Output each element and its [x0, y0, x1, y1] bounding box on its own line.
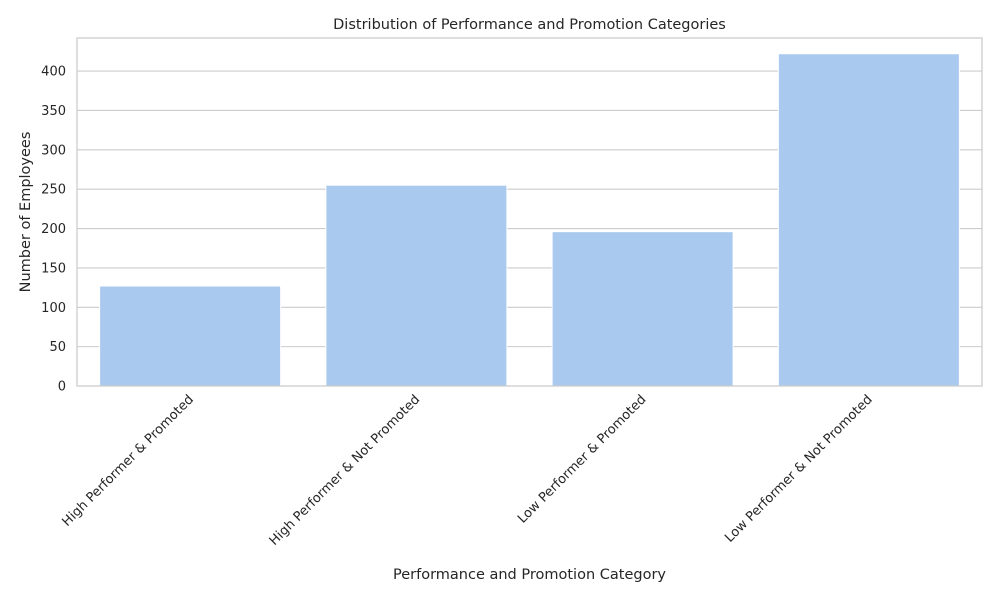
y-tick-label: 150 — [41, 261, 66, 276]
plot-frame — [76, 37, 983, 387]
y-tick-label: 300 — [41, 143, 66, 158]
y-tick-label: 50 — [49, 340, 66, 355]
x-tick-label: High Performer & Not Promoted — [267, 392, 423, 548]
x-tick-labels: High Performer & Promoted High Performer … — [60, 392, 876, 548]
x-tick-label: Low Performer & Promoted — [515, 392, 649, 526]
y-tick-label: 250 — [41, 183, 66, 198]
bar-2 — [325, 184, 508, 387]
y-tick-label: 350 — [41, 104, 66, 119]
y-tick-label: 200 — [41, 222, 66, 237]
y-tick-label: 0 — [58, 380, 66, 395]
bar-3 — [551, 231, 734, 387]
bar-1 — [99, 285, 282, 387]
y-axis-label: Number of Employees — [18, 132, 34, 293]
x-tick-label: Low Performer & Not Promoted — [722, 392, 875, 545]
x-tick-label: High Performer & Promoted — [60, 392, 197, 529]
bar-4 — [777, 53, 960, 387]
bars — [99, 53, 960, 387]
y-tick-label: 400 — [41, 65, 66, 80]
y-tick-label: 100 — [41, 301, 66, 316]
chart-title: Distribution of Performance and Promotio… — [333, 17, 726, 33]
x-axis-label: Performance and Promotion Category — [393, 567, 666, 583]
y-tick-labels: 0 50 100 150 200 250 300 350 400 — [41, 65, 66, 395]
